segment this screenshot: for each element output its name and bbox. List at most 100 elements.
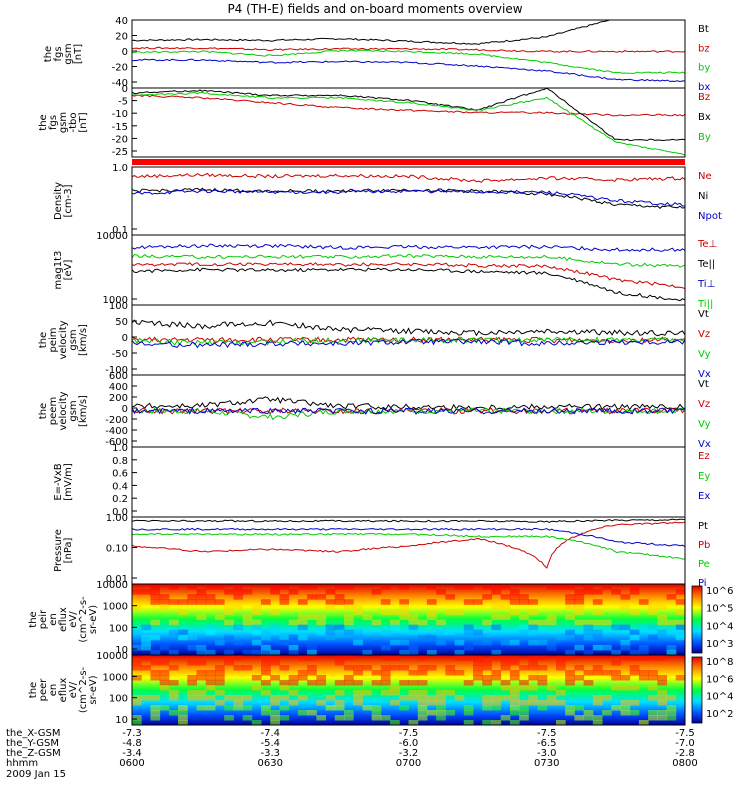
- spectrogram-cell: [150, 589, 161, 595]
- spectrogram-cell: [426, 584, 437, 590]
- spectrogram-cell: [371, 705, 382, 711]
- spectrogram-cell: [519, 710, 529, 716]
- spectrogram-cell: [509, 675, 520, 681]
- spectrogram-cell: [233, 624, 244, 631]
- footer-value: -2.8: [675, 748, 695, 759]
- footer-date: 2009 Jan 15: [6, 769, 66, 780]
- spectrogram-cell: [417, 700, 428, 706]
- spectrogram-cell: [297, 599, 308, 605]
- spectrogram-cell: [334, 629, 345, 636]
- y-axis-label: fgs: [53, 46, 64, 61]
- spectrogram-cell: [509, 685, 520, 691]
- spectrogram-cell: [334, 705, 345, 711]
- spectrogram-cell: [408, 629, 419, 636]
- spectrogram-cell: [279, 594, 290, 600]
- spectrogram-cell: [325, 634, 336, 641]
- spectrogram-cell: [482, 584, 492, 590]
- y-axis-label: peir: [38, 609, 49, 629]
- spectrogram-cell: [325, 589, 336, 595]
- spectrogram-cell: [648, 670, 658, 676]
- spectrogram-cell: [362, 705, 373, 711]
- series-By: [131, 91, 686, 156]
- spectrogram-cell: [132, 629, 142, 636]
- spectrogram-cell: [583, 619, 594, 626]
- spectrogram-cell: [297, 624, 308, 631]
- spectrogram-cell: [270, 589, 280, 595]
- spectrogram-cell: [629, 589, 640, 595]
- spectrogram-cell: [233, 584, 244, 590]
- spectrogram-cell: [528, 665, 539, 671]
- spectrogram-cell: [390, 720, 400, 726]
- spectrogram-cell: [196, 589, 207, 595]
- spectrogram-cell: [224, 655, 234, 661]
- spectrogram-cell: [565, 614, 575, 620]
- spectrogram-cell: [657, 695, 668, 701]
- spectrogram-cell: [555, 665, 566, 671]
- spectrogram-cell: [187, 690, 198, 696]
- series-Bx: [131, 87, 686, 142]
- y-axis-label: eflux: [58, 607, 69, 632]
- spectrogram-cell: [196, 614, 207, 620]
- panel-frame: [131, 654, 686, 726]
- spectrogram-cell: [574, 599, 585, 605]
- spectrogram-cell: [187, 680, 198, 686]
- spectrogram-cell: [509, 705, 520, 711]
- spectrogram-cell: [463, 624, 474, 631]
- spectrogram-cell: [675, 675, 686, 681]
- spectrogram-cell: [436, 589, 446, 595]
- spectrogram-cell: [343, 619, 354, 626]
- spectrogram-cell: [555, 700, 566, 706]
- y-tick-label: -10: [112, 109, 128, 120]
- series-Vt: [131, 319, 686, 337]
- spectrogram-cell: [491, 624, 502, 631]
- spectrogram-cell: [343, 599, 354, 605]
- spectrogram-cell: [445, 690, 456, 696]
- spectrogram-cell: [574, 609, 585, 615]
- spectrogram-cell: [473, 665, 483, 671]
- spectrogram-cell: [316, 614, 327, 620]
- spectrogram-cell: [620, 639, 631, 646]
- spectrogram-cell: [583, 670, 594, 676]
- spectrogram-cell: [307, 594, 317, 600]
- spectrogram-cell: [279, 599, 290, 605]
- spectrogram-cell: [500, 680, 511, 686]
- spectrogram-cell: [178, 705, 188, 711]
- spectrogram-cell: [417, 680, 428, 686]
- spectrogram-cell: [611, 624, 621, 631]
- spectrogram-cell: [519, 705, 529, 711]
- spectrogram-cell: [408, 619, 419, 626]
- spectrogram-cell: [242, 665, 253, 671]
- footer-value: 0800: [672, 758, 697, 769]
- spectrogram-cell: [546, 644, 557, 651]
- spectrogram-cell: [620, 700, 631, 706]
- spectrogram-cell: [325, 629, 336, 636]
- spectrogram-cell: [473, 629, 483, 636]
- spectrogram-cell: [528, 629, 539, 636]
- spectrogram-cell: [399, 665, 409, 671]
- spectrogram-cell: [436, 629, 446, 636]
- spectrogram-cell: [159, 594, 170, 600]
- spectrogram-cell: [417, 619, 428, 626]
- y-axis-label: eV/: [68, 611, 79, 628]
- y-tick-label: 10: [115, 645, 128, 656]
- spectrogram-cell: [390, 624, 400, 631]
- y-tick-label: 1.00: [106, 513, 128, 524]
- footer-value: -6.0: [399, 738, 419, 749]
- spectrogram-cell: [546, 700, 557, 706]
- spectrogram-cell: [473, 599, 483, 605]
- spectrogram-cell: [657, 604, 668, 610]
- y-axis-label: velocity: [58, 320, 69, 359]
- spectrogram-cell: [214, 614, 225, 620]
- spectrogram-cell: [555, 690, 566, 696]
- spectrogram-cell: [537, 619, 548, 626]
- y-axis-label: the: [28, 611, 39, 627]
- spectrogram-cell: [168, 634, 179, 641]
- spectrogram-cell: [297, 634, 308, 641]
- spectrogram-cell: [205, 599, 216, 605]
- spectrogram-cell: [242, 695, 253, 701]
- footer-row-label: the_X-GSM: [6, 728, 60, 739]
- y-tick-label: -100: [105, 365, 128, 376]
- series-Vt: [131, 396, 686, 411]
- spectrogram-cell: [159, 705, 170, 711]
- spectrogram-cell: [316, 619, 327, 626]
